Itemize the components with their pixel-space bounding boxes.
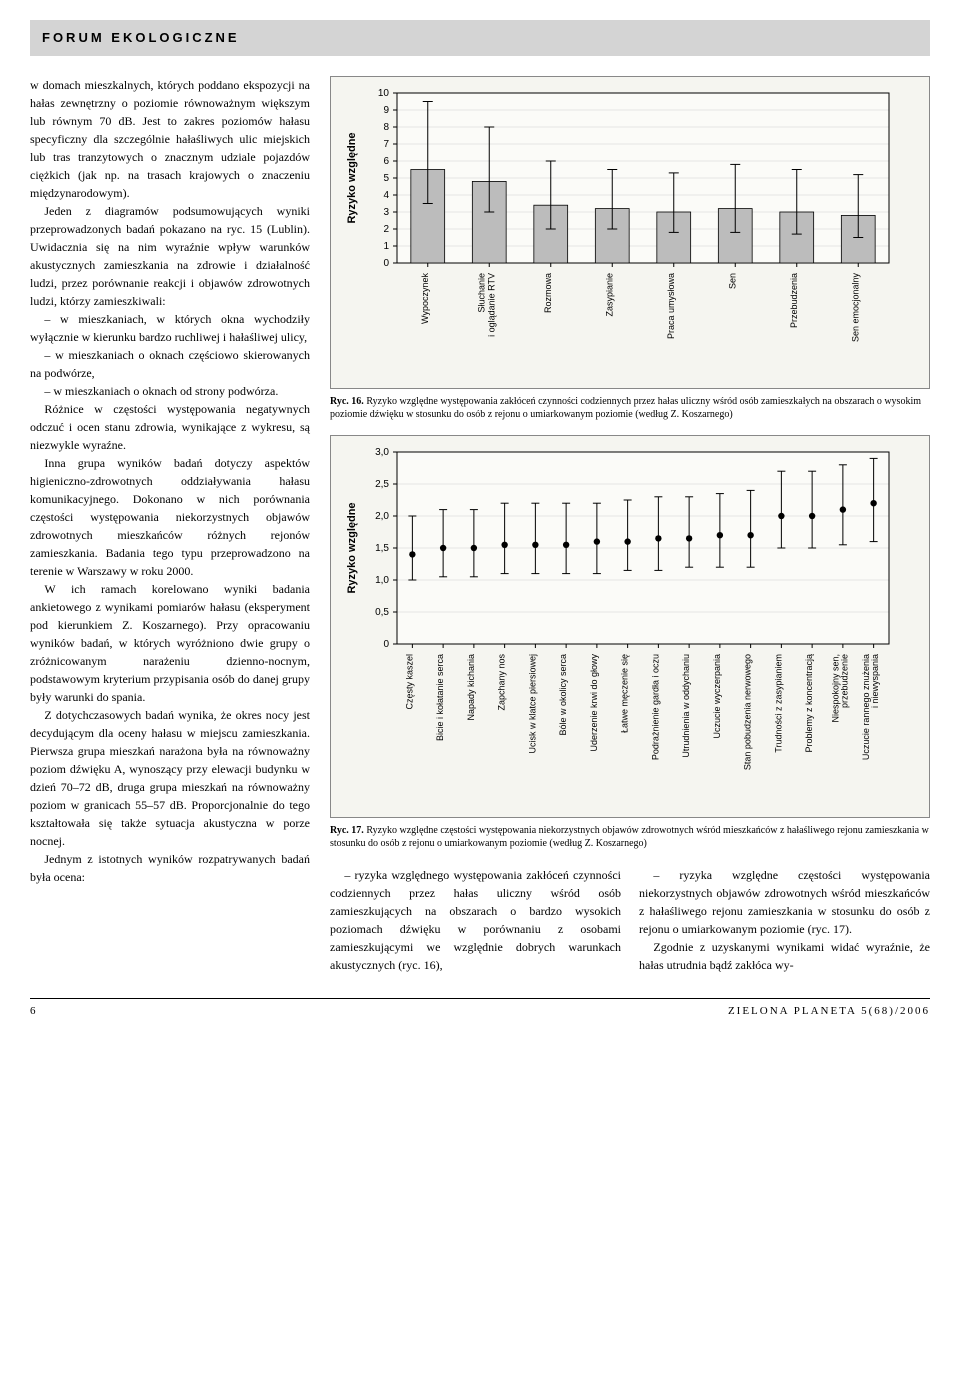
publication-info: ZIELONA PLANETA 5(68)/2006: [728, 1003, 930, 1020]
svg-text:i oglądanie RTV: i oglądanie RTV: [486, 273, 496, 337]
para: w domach mieszkalnych, których poddano e…: [30, 76, 310, 202]
svg-text:2: 2: [383, 224, 389, 235]
svg-text:Bicie i kołatanie serca: Bicie i kołatanie serca: [435, 654, 445, 741]
svg-text:Zasypianie: Zasypianie: [604, 273, 614, 317]
svg-text:0,5: 0,5: [375, 607, 389, 618]
svg-text:Wypoczynek: Wypoczynek: [420, 272, 430, 323]
svg-text:Utrudnienia w oddychaniu: Utrudnienia w oddychaniu: [681, 654, 691, 758]
svg-text:i niewyspania: i niewyspania: [870, 654, 880, 708]
page-number: 6: [30, 1003, 36, 1020]
svg-text:Bóle w okolicy serca: Bóle w okolicy serca: [558, 654, 568, 736]
svg-text:Częsty kaszel: Częsty kaszel: [404, 654, 414, 710]
svg-text:Stan pobudzenia nerwowego: Stan pobudzenia nerwowego: [743, 654, 753, 770]
bottom-columns: – ryzyka względnego występowania zakłóce…: [330, 866, 930, 974]
svg-text:Ryzyko względne: Ryzyko względne: [346, 132, 358, 223]
svg-text:Przebudzenia: Przebudzenia: [789, 273, 799, 328]
svg-text:Rozmowa: Rozmowa: [543, 273, 553, 313]
svg-text:Problemy z koncentracją: Problemy z koncentracją: [804, 654, 814, 753]
para: Różnice w częstości występowania negatyw…: [30, 400, 310, 454]
para: – w mieszkaniach o oknach od strony podw…: [30, 382, 310, 400]
svg-text:Sen: Sen: [727, 273, 737, 289]
svg-text:Podrażnienie gardła i oczu: Podrażnienie gardła i oczu: [650, 654, 660, 760]
para: Inna grupa wyników badań dotyczy aspektó…: [30, 454, 310, 580]
para: – ryzyka względnego występowania zakłóce…: [330, 866, 621, 974]
para: – ryzyka względne częstości występowania…: [639, 866, 930, 938]
svg-text:Uczucie wyczerpania: Uczucie wyczerpania: [712, 654, 722, 739]
svg-text:Słuchanie: Słuchanie: [476, 273, 486, 313]
svg-text:3,0: 3,0: [375, 447, 389, 458]
svg-text:5: 5: [383, 173, 389, 184]
svg-text:4: 4: [383, 190, 389, 201]
para: Jeden z diagramów podsumowujących wyniki…: [30, 202, 310, 310]
svg-text:Ucisk w klatce piersiowej: Ucisk w klatce piersiowej: [527, 654, 537, 754]
svg-text:Praca umysłowa: Praca umysłowa: [666, 273, 676, 339]
main-text-column: w domach mieszkalnych, których poddano e…: [30, 76, 310, 974]
caption-16: Ryc. 16. Ryzyko względne występowania za…: [330, 395, 930, 421]
svg-text:0: 0: [383, 258, 389, 269]
svg-text:2,5: 2,5: [375, 479, 389, 490]
svg-text:1: 1: [383, 241, 389, 252]
para: Z dotychczasowych badań wynika, że okres…: [30, 706, 310, 850]
para: Jednym z istotnych wyników rozpatrywanyc…: [30, 850, 310, 886]
chart-17: 0 0,5 1,0 1,5 2,0 2,5 3,0 Ryzyko względne Częsty…: [330, 435, 930, 818]
para: Zgodnie z uzyskanymi wynikami widać wyra…: [639, 938, 930, 974]
para: – w mieszkaniach, w których okna wychodz…: [30, 310, 310, 346]
svg-text:9: 9: [383, 105, 389, 116]
svg-text:Trudności z zasypianiem: Trudności z zasypianiem: [773, 654, 783, 753]
para: W ich ramach korelowano wyniki badania a…: [30, 580, 310, 706]
svg-text:1,5: 1,5: [375, 543, 389, 554]
svg-text:przebudzenie: przebudzenie: [839, 654, 849, 708]
svg-text:6: 6: [383, 156, 389, 167]
svg-text:Ryzyko względne: Ryzyko względne: [346, 502, 358, 593]
svg-text:0: 0: [383, 639, 389, 650]
svg-text:Uderzenie krwi do głowy: Uderzenie krwi do głowy: [589, 653, 599, 751]
svg-text:Napady kichania: Napady kichania: [466, 654, 476, 721]
svg-text:Łatwe męczenie się: Łatwe męczenie się: [620, 654, 630, 733]
svg-text:2,0: 2,0: [375, 511, 389, 522]
caption-17: Ryc. 17. Ryzyko względne częstości wystę…: [330, 824, 930, 850]
chart-16: 0 1 2 3 4 5 6 7 8 9 10 Ryzyko względne Wypoczynek Słu…: [330, 76, 930, 389]
section-header: FORUM EKOLOGICZNE: [30, 20, 930, 56]
svg-text:Zapchany nos: Zapchany nos: [497, 653, 507, 710]
svg-text:3: 3: [383, 207, 389, 218]
svg-text:7: 7: [383, 139, 389, 150]
svg-text:8: 8: [383, 122, 389, 133]
svg-text:Sen emocjonalny: Sen emocjonalny: [850, 272, 860, 342]
page-footer: 6 ZIELONA PLANETA 5(68)/2006: [30, 998, 930, 1020]
para: – w mieszkaniach o oknach częściowo skie…: [30, 346, 310, 382]
svg-text:1,0: 1,0: [375, 575, 389, 586]
svg-text:10: 10: [378, 88, 390, 99]
